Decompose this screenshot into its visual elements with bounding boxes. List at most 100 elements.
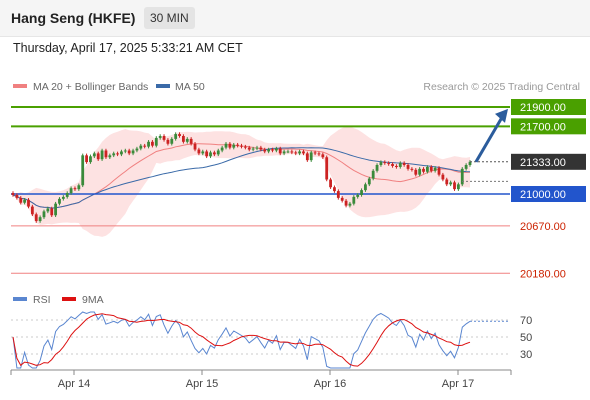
candle-body — [406, 165, 410, 169]
candle-body — [147, 141, 150, 147]
candle-body — [317, 153, 321, 155]
bollinger-band — [13, 126, 470, 237]
level-tag-0 — [511, 99, 586, 115]
candle-body — [456, 184, 460, 190]
rsi-level-label: 50 — [520, 332, 532, 344]
candle-body — [104, 150, 108, 158]
candle-body — [19, 197, 23, 203]
candle-body — [224, 143, 228, 148]
ma50-line — [12, 147, 471, 209]
candle-body — [251, 148, 255, 150]
candle-body — [344, 200, 348, 206]
x-axis-label: Apr 14 — [58, 378, 90, 390]
candle-body — [367, 178, 371, 185]
source-credit: Research © 2025 Trading Central — [423, 81, 580, 93]
level-label-5: 20180.00 — [520, 268, 566, 280]
candle-body — [151, 141, 154, 146]
candle-body — [166, 139, 170, 144]
candle-body — [131, 150, 135, 154]
level-label-0: 21900.00 — [520, 102, 566, 114]
candle-body — [453, 182, 456, 190]
rsi-ma-legend-swatch — [62, 297, 76, 301]
candle-body — [96, 153, 100, 160]
candle-body — [333, 187, 336, 192]
candle-body — [30, 206, 34, 215]
candle-body — [170, 138, 174, 144]
candle-body — [437, 167, 441, 175]
candle-body — [216, 150, 220, 155]
candle-body — [449, 182, 453, 185]
candle-body — [340, 197, 344, 201]
level-label-1: 21700.00 — [520, 121, 566, 133]
rsi-ma-legend-label: 9MA — [82, 294, 104, 306]
candle-body — [42, 211, 46, 218]
candle-body — [348, 203, 352, 206]
target-arrow — [474, 108, 508, 163]
candle-body — [263, 149, 267, 152]
rsi-ma-line — [12, 313, 471, 367]
candle-body — [360, 190, 363, 195]
candle-body — [313, 152, 317, 154]
candle-body — [116, 153, 119, 155]
candle-body — [27, 199, 30, 207]
candle-body — [364, 184, 367, 191]
candle-body — [182, 136, 185, 142]
candle-body — [255, 147, 259, 149]
candle-body — [433, 167, 437, 171]
candle-body — [236, 144, 240, 146]
rsi-level-label: 70 — [520, 315, 532, 327]
candle-body — [410, 168, 414, 170]
candle-body — [65, 193, 69, 197]
candle-body — [212, 152, 216, 155]
candle-body — [395, 165, 398, 167]
candle-body — [135, 148, 139, 151]
candle-body — [325, 157, 329, 180]
candle-body — [178, 134, 181, 136]
rsi-level-label: 30 — [520, 349, 532, 361]
current-price-line: 21333.00 — [462, 153, 586, 182]
candle-body — [228, 143, 232, 148]
candle-body — [46, 208, 50, 212]
candle-body — [286, 151, 290, 153]
candle-body — [305, 153, 309, 161]
candle-body — [379, 162, 383, 165]
current-price-tag — [511, 153, 586, 170]
candle-body — [247, 147, 251, 150]
candle-body — [398, 163, 402, 167]
level-tag-1 — [511, 118, 586, 135]
timeframe-badge[interactable]: 30 MIN — [144, 7, 195, 29]
candle-body — [197, 149, 201, 154]
candle-body — [209, 152, 212, 157]
candle-body — [85, 155, 88, 163]
candle-body — [139, 145, 143, 149]
candle-body — [154, 137, 158, 146]
rsi-legend-label: RSI — [33, 294, 51, 306]
candle-body — [298, 151, 301, 154]
candle-body — [189, 138, 193, 144]
candle-body — [271, 149, 274, 151]
candle-body — [38, 217, 42, 222]
candle-body — [123, 150, 127, 152]
arrow-head — [495, 108, 508, 123]
candle-body — [243, 146, 247, 148]
current-price-label: 21333.00 — [520, 157, 566, 169]
level-tag-3 — [511, 186, 586, 202]
candle-body — [240, 145, 243, 147]
candle-body — [73, 188, 77, 190]
candle-body — [61, 196, 65, 199]
candle-body — [464, 165, 468, 169]
ma50-legend-label: MA 50 — [175, 81, 205, 93]
ma50-legend-swatch — [156, 84, 170, 88]
level-label-4: 20670.00 — [520, 221, 566, 233]
chart-title: Hang Seng (HKFE) — [11, 10, 136, 26]
chart-datetime: Thursday, April 17, 2025 5:33:21 AM CET — [13, 41, 243, 55]
candle-body — [50, 208, 54, 216]
candle-body — [23, 199, 27, 203]
x-axis-label: Apr 17 — [442, 378, 474, 390]
bollinger-band-area — [13, 126, 470, 237]
candle-body — [127, 150, 131, 154]
candle-body — [174, 134, 178, 139]
candle-body — [329, 179, 332, 188]
candle-body — [81, 155, 85, 186]
